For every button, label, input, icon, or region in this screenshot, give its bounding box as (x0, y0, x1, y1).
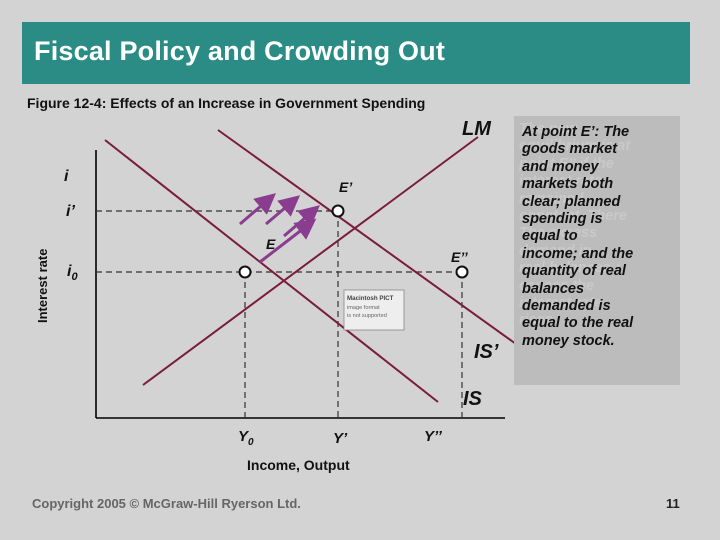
shift-arrow (265, 195, 301, 226)
unsupported-image-sticker: Macintosh PICT image format is not suppo… (343, 289, 405, 331)
shift-arrow (259, 218, 317, 264)
overlapping-previous-text: The new equilibrium is at point E’’ if t… (519, 121, 631, 329)
page-number: 11 (666, 496, 680, 511)
i-label: i (64, 168, 69, 185)
i0-label: i0 (67, 263, 78, 283)
is-prime-curve (217, 129, 517, 345)
lm-label: LM (462, 118, 492, 140)
is-label: IS (463, 388, 483, 410)
shift-arrow (283, 205, 320, 238)
i-prime-label: i’ (66, 203, 75, 220)
explanation-panel (514, 116, 680, 385)
is-curve (104, 139, 439, 403)
shift-arrow (239, 193, 276, 226)
slide-title: Fiscal Policy and Crowding Out (34, 36, 446, 66)
sticker-line-3: is not supported (347, 313, 387, 319)
point-e-marker (238, 265, 252, 279)
explanation-text: At point E’: The goods market and money … (522, 124, 634, 349)
point-e-double-label: E’’ (451, 249, 469, 265)
title-bar: Fiscal Policy and Crowding Out (22, 22, 690, 84)
point-e-prime-marker (331, 204, 345, 218)
y-prime-label: Y’ (333, 430, 348, 447)
figure-caption: Figure 12-4: Effects of an Increase in G… (27, 95, 426, 111)
sticker-line-1: Macintosh PICT (347, 295, 394, 302)
sticker-line-2: image format (347, 305, 380, 311)
point-e-label: E (266, 236, 276, 252)
point-e-prime-label: E’ (339, 179, 353, 195)
point-e-double-marker (455, 265, 469, 279)
copyright-notice: Copyright 2005 © McGraw-Hill Ryerson Ltd… (32, 496, 301, 511)
x-axis-label: Income, Output (247, 457, 350, 473)
is-prime-label: IS’ (474, 341, 499, 363)
y-axis-label: Interest rate (35, 249, 50, 323)
lm-curve (142, 136, 479, 386)
y-double-label: Y’’ (424, 428, 443, 445)
y0-label: Y0 (238, 428, 254, 448)
